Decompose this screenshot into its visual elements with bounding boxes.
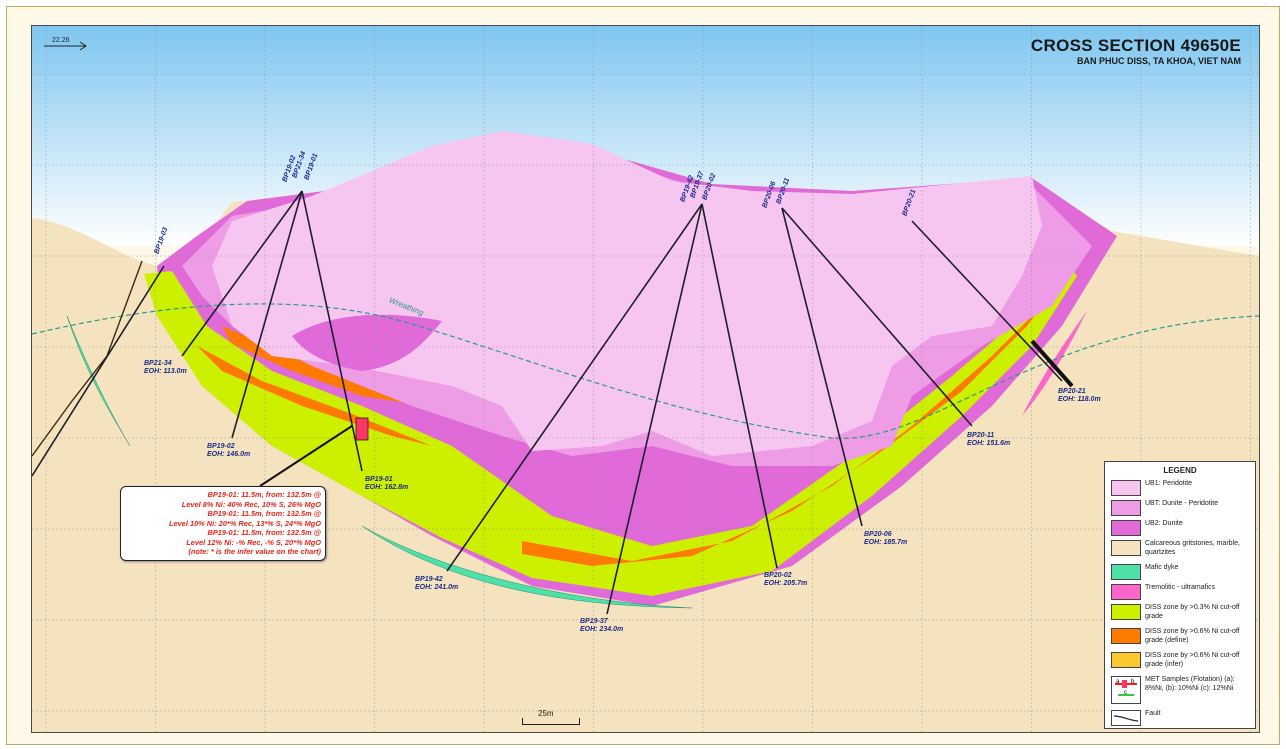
- drillhole-bp20-21: [911, 220, 1063, 382]
- legend-swatch: [1111, 584, 1141, 600]
- met-results-callout: BP19-01: 11.5m, from: 132.5m @ Level 8% …: [120, 486, 326, 561]
- weathering-line: [32, 303, 1259, 439]
- legend-label: Calcareous gritstones, marble, quartzite…: [1145, 540, 1240, 556]
- met-sample-box: [355, 417, 369, 441]
- legend-label: UBT: Dunite - Peridotite: [1145, 500, 1219, 507]
- legend-label: Mafic dyke: [1145, 564, 1179, 571]
- legend-swatch: [1111, 652, 1141, 668]
- svg-text:b: b: [1131, 679, 1135, 685]
- eoh-label: BP19-37 EOH: 234.0m: [580, 618, 624, 633]
- callout-line: BP19-01: 11.5m, from: 132.5m @: [207, 490, 321, 499]
- eoh-label: BP20-06 EOH: 185.7m: [864, 531, 908, 546]
- legend-label: Tremolitic - ultramafics: [1145, 584, 1216, 591]
- legend-swatch: [1111, 500, 1141, 516]
- callout-note: (note: * is the infer value on the chart…: [188, 547, 321, 556]
- callout-line: BP19-01: 11.5m, from: 132.5m @: [207, 528, 321, 537]
- eoh-label: BP20-21 EOH: 118.0m: [1058, 388, 1101, 403]
- north-arrow-icon: [44, 41, 87, 51]
- drillhole-bp19-42: [446, 203, 703, 572]
- drillhole-bp19-03: [32, 265, 165, 477]
- eoh-label: BP19-01 EOH: 162.8m: [365, 476, 409, 491]
- legend-swatch: [1111, 710, 1141, 726]
- legend-label: MET Samples (Flotation) (a): 8%Ni, (b): …: [1145, 676, 1235, 692]
- callout-line: BP19-01: 11.5m, from: 132.5m @: [207, 509, 321, 518]
- eoh-label: BP19-02 EOH: 146.0m: [207, 443, 251, 458]
- diss-0-6-define-lens-3: [522, 306, 1042, 566]
- mafic-dyke-1: [66, 315, 131, 447]
- legend-swatch: [1111, 628, 1141, 644]
- svg-text:a: a: [1116, 679, 1120, 685]
- drillhole-bp20-02: [701, 203, 778, 569]
- page-subtitle: BAN PHUC DISS, TA KHOA, VIET NAM: [1076, 56, 1241, 66]
- figure-frame: 22.26 CROSS SECTION 49650E BAN PHUC DISS…: [6, 6, 1280, 745]
- legend-swatch: [1111, 564, 1141, 580]
- drillhole-bp21-34: [181, 190, 303, 357]
- drillholes: [32, 190, 1063, 615]
- svg-text:c: c: [1124, 690, 1127, 696]
- cross-section-map: 22.26 CROSS SECTION 49650E BAN PHUC DISS…: [31, 25, 1260, 733]
- callout-line: Level 8% Ni: 40% Rec, 10% S, 26% MgO: [181, 499, 321, 509]
- callout-leader: [259, 425, 353, 487]
- north-arrow-label: 22.26: [52, 37, 70, 44]
- drillhole-bp20-21-thick: [1030, 339, 1074, 388]
- legend-label: DISS zone by >0.3% Ni cut-off grade: [1145, 604, 1240, 620]
- legend-label: DISS zone by >0.6% Ni cut-off grade (def…: [1145, 628, 1240, 644]
- ub2-inner-lens: [292, 314, 442, 371]
- legend-swatch: [1111, 604, 1141, 620]
- legend: LEGEND UB1: Peridotite UBT: Dunite - Peri…: [1104, 461, 1256, 729]
- north-arrow: 22.26: [40, 37, 90, 52]
- scale-bar: [522, 718, 580, 725]
- eoh-label: BP21-34 EOH: 113.0m: [144, 360, 187, 375]
- scale-label: 25m: [538, 709, 554, 718]
- drillhole-bp19-01: [301, 190, 363, 472]
- fault-line: [32, 260, 143, 457]
- drillhole-bp20-06: [781, 207, 863, 527]
- legend-swatch: [1111, 480, 1141, 496]
- section-svg: [32, 26, 1259, 732]
- legend-heading: LEGEND: [1163, 466, 1197, 475]
- title-block: CROSS SECTION 49650E BAN PHUC DISS, TA K…: [1031, 36, 1241, 66]
- legend-label: DISS zone by >0.6% Ni cut-off grade (inf…: [1145, 652, 1240, 668]
- grid: [32, 26, 1259, 732]
- callout-line: Level 12% Ni: -% Rec, -% S, 20*% MgO: [186, 537, 321, 547]
- drillhole-bp19-02: [231, 190, 303, 439]
- legend-swatch: [1111, 540, 1141, 556]
- eoh-label: BP20-11 EOH: 151.6m: [967, 432, 1011, 447]
- legend-label: Fault: [1145, 710, 1161, 717]
- diss-0-3-zone: [144, 256, 1077, 596]
- drillhole-bp20-11: [781, 207, 973, 427]
- legend-label: UB2: Dunite: [1145, 520, 1183, 527]
- legend-swatch: [1111, 520, 1141, 536]
- callout-line: Level 10% Ni: 20*% Rec, 13*% S, 24*% MgO: [169, 518, 321, 528]
- eoh-label: BP19-42 EOH: 241.0m: [415, 576, 459, 591]
- fault-icon: [1113, 715, 1139, 722]
- mafic-dyke-2: [361, 525, 693, 609]
- ub1-peridotite: [212, 131, 1042, 456]
- page-title: CROSS SECTION 49650E: [1030, 36, 1241, 55]
- eoh-label: BP20-02 EOH: 205.7m: [764, 572, 808, 587]
- drillhole-bp19-37: [606, 203, 703, 615]
- met-sample-icon: a bc: [1115, 679, 1137, 696]
- legend-label: UB1: Peridotite: [1145, 480, 1193, 487]
